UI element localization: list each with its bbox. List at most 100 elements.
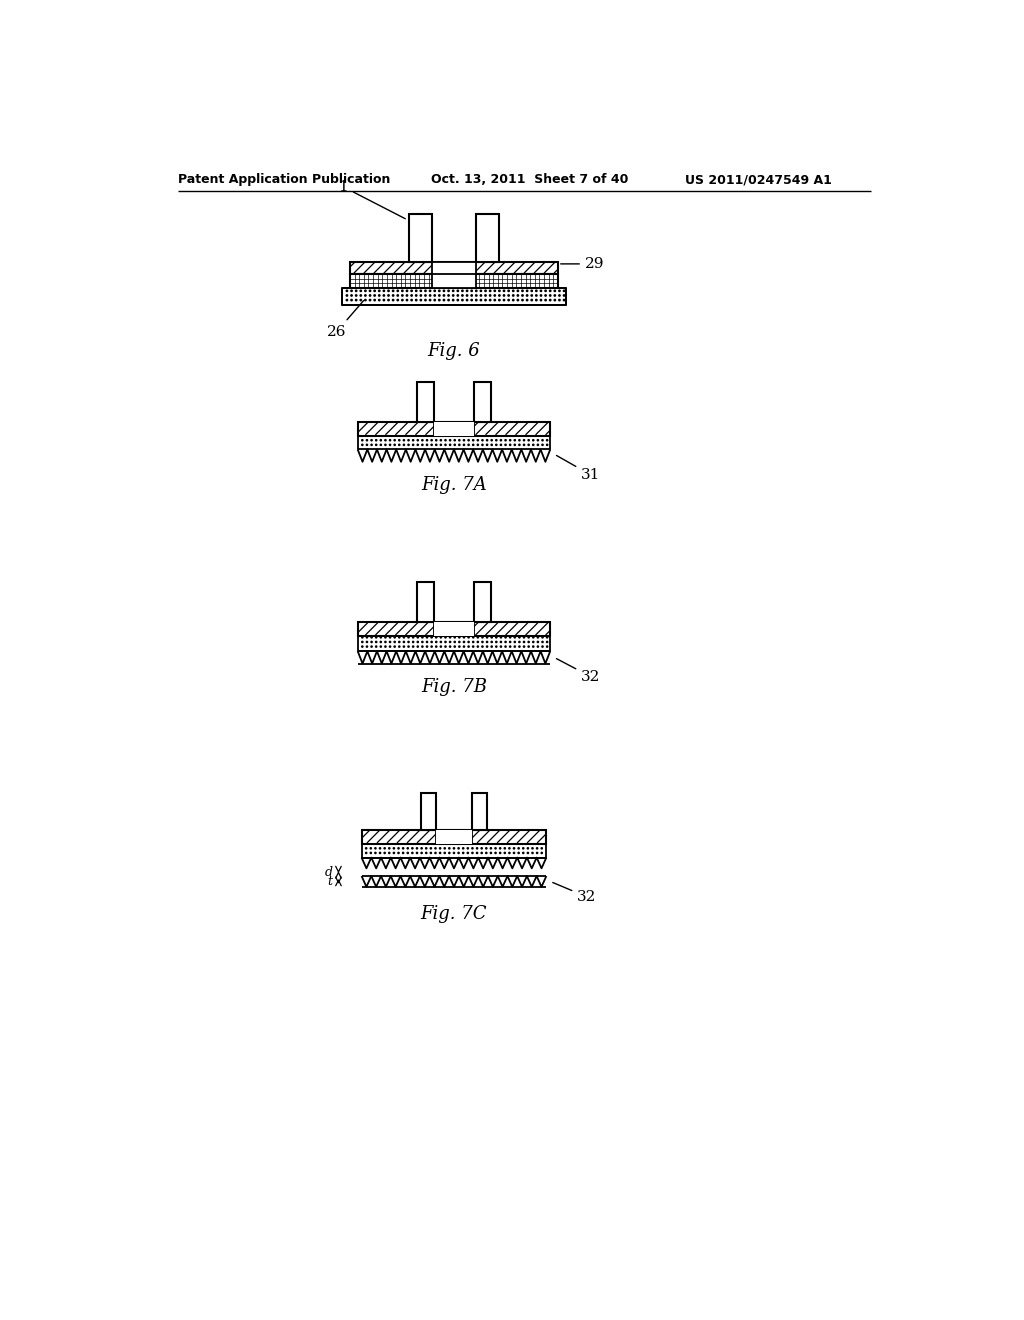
Circle shape <box>480 294 481 296</box>
Circle shape <box>370 300 371 301</box>
Text: d: d <box>325 866 333 879</box>
Circle shape <box>447 290 450 292</box>
Circle shape <box>522 300 523 301</box>
Circle shape <box>554 294 556 296</box>
Circle shape <box>545 290 546 292</box>
Circle shape <box>420 290 422 292</box>
Circle shape <box>434 300 435 301</box>
Circle shape <box>508 290 509 292</box>
Text: 29: 29 <box>561 257 604 271</box>
Bar <box>357 622 550 636</box>
Bar <box>421 793 436 830</box>
Circle shape <box>504 290 505 292</box>
Circle shape <box>504 300 505 301</box>
Circle shape <box>370 290 371 292</box>
Circle shape <box>536 290 537 292</box>
Circle shape <box>407 290 408 292</box>
Circle shape <box>484 300 486 301</box>
Bar <box>417 381 434 422</box>
Circle shape <box>401 300 403 301</box>
Circle shape <box>526 300 527 301</box>
Circle shape <box>416 300 417 301</box>
Circle shape <box>475 300 477 301</box>
Text: 32: 32 <box>556 659 600 684</box>
Text: Fig. 7A: Fig. 7A <box>421 477 486 494</box>
Bar <box>432 275 475 288</box>
Circle shape <box>466 294 468 296</box>
Circle shape <box>513 300 514 301</box>
Circle shape <box>531 294 532 296</box>
Circle shape <box>462 300 463 301</box>
Circle shape <box>526 290 527 292</box>
Bar <box>417 582 434 622</box>
Circle shape <box>401 290 403 292</box>
Circle shape <box>411 290 413 292</box>
Circle shape <box>471 300 472 301</box>
Circle shape <box>462 290 463 292</box>
Bar <box>361 843 547 858</box>
Bar <box>350 275 558 288</box>
Bar <box>361 830 547 843</box>
Circle shape <box>522 290 523 292</box>
Circle shape <box>475 290 477 292</box>
Circle shape <box>513 290 514 292</box>
Circle shape <box>407 300 408 301</box>
Circle shape <box>416 290 417 292</box>
Circle shape <box>499 290 500 292</box>
Circle shape <box>360 290 361 292</box>
Bar <box>436 830 472 843</box>
Circle shape <box>388 300 389 301</box>
Circle shape <box>489 294 490 296</box>
Circle shape <box>499 300 500 301</box>
Text: Patent Application Publication: Patent Application Publication <box>178 173 391 186</box>
Circle shape <box>526 294 527 296</box>
Circle shape <box>392 290 394 292</box>
Text: 32: 32 <box>553 883 597 904</box>
Circle shape <box>365 294 367 296</box>
Circle shape <box>531 300 532 301</box>
Circle shape <box>517 290 518 292</box>
Circle shape <box>559 294 560 296</box>
Circle shape <box>480 300 481 301</box>
Circle shape <box>453 300 454 301</box>
Circle shape <box>494 294 496 296</box>
Circle shape <box>494 290 496 292</box>
Circle shape <box>392 300 394 301</box>
Circle shape <box>434 294 435 296</box>
Circle shape <box>397 290 398 292</box>
Circle shape <box>401 294 403 296</box>
Circle shape <box>559 290 560 292</box>
Bar <box>432 261 475 275</box>
Circle shape <box>420 294 422 296</box>
Text: Fig. 6: Fig. 6 <box>428 342 480 360</box>
Bar <box>350 261 558 275</box>
Text: 31: 31 <box>556 455 600 482</box>
Bar <box>357 636 550 651</box>
Bar <box>474 381 490 422</box>
Circle shape <box>388 290 389 292</box>
Circle shape <box>471 290 472 292</box>
Circle shape <box>499 294 500 296</box>
Circle shape <box>365 290 367 292</box>
Bar <box>434 422 474 436</box>
Circle shape <box>475 294 477 296</box>
Text: t: t <box>328 875 333 888</box>
Circle shape <box>545 294 546 296</box>
Circle shape <box>379 300 380 301</box>
Circle shape <box>541 290 542 292</box>
Circle shape <box>541 300 542 301</box>
Circle shape <box>522 294 523 296</box>
Circle shape <box>531 290 532 292</box>
Circle shape <box>447 294 450 296</box>
Circle shape <box>457 294 459 296</box>
Text: 26: 26 <box>327 301 364 339</box>
Bar <box>472 793 487 830</box>
Circle shape <box>416 294 417 296</box>
Bar <box>475 214 499 261</box>
Circle shape <box>536 300 537 301</box>
Circle shape <box>466 300 468 301</box>
Circle shape <box>457 300 459 301</box>
Circle shape <box>508 300 509 301</box>
Circle shape <box>462 294 463 296</box>
Circle shape <box>374 290 376 292</box>
